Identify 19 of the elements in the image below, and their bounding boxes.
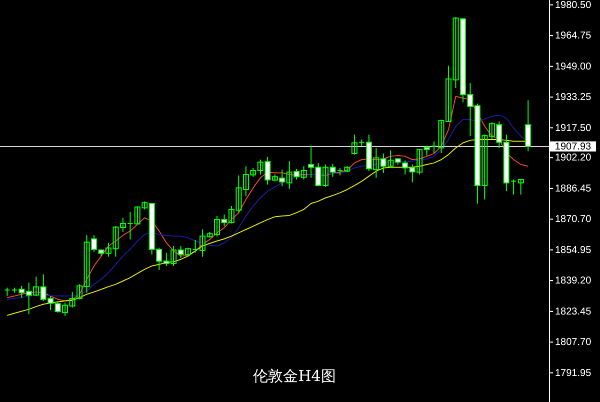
candlestick [431, 140, 438, 154]
candlestick [518, 179, 524, 196]
y-tick-label: 1886.45 [555, 183, 592, 194]
y-tick-label: 1791.95 [555, 368, 592, 379]
candlestick [4, 287, 10, 296]
ref-line-label: 1907.93 [554, 141, 592, 152]
y-tick-label: 1933.25 [555, 92, 592, 104]
candlestick [525, 100, 532, 152]
y-tick-label: 1980.50 [555, 0, 592, 11]
text: 伦敦金H4图 [253, 367, 336, 385]
y-tick-label: 1964.75 [555, 30, 592, 42]
y-tick-label: 1902.20 [555, 152, 592, 164]
y-tick-label: 1854.95 [555, 244, 592, 256]
y-tick-label: 1949.00 [555, 61, 592, 72]
y-tick-label: 1870.70 [555, 214, 592, 226]
y-tick-label: 1807.70 [555, 337, 592, 348]
y-tick-label: 1917.50 [555, 122, 592, 134]
y-tick-label: 1823.45 [555, 306, 592, 318]
y-tick-label: 1839.20 [555, 276, 592, 287]
